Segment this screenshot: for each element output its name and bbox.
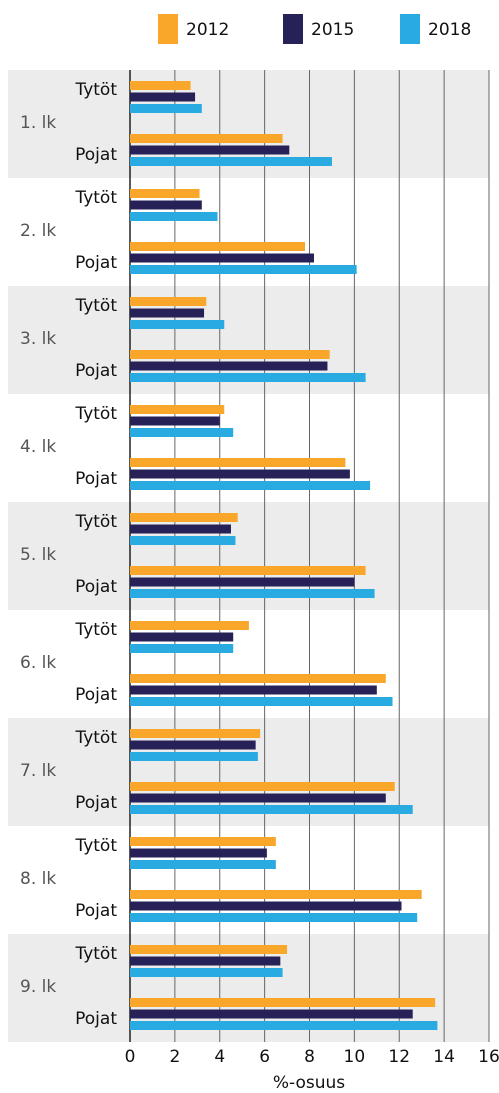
- bar: [130, 253, 314, 263]
- category-label: Tytöt: [74, 80, 117, 100]
- category-label: Pojat: [75, 145, 117, 165]
- bar: [130, 536, 236, 545]
- bar: [130, 212, 218, 221]
- bar: [130, 81, 191, 90]
- category-label: Tytöt: [74, 728, 117, 748]
- bar: [130, 350, 330, 359]
- bar: [130, 189, 200, 198]
- bar: [130, 956, 281, 966]
- category-label: Pojat: [75, 793, 117, 813]
- category-label: Pojat: [75, 1009, 117, 1029]
- x-tick-label: 6: [259, 1047, 270, 1067]
- bar: [130, 945, 288, 954]
- group-label: 8. lk: [20, 869, 56, 889]
- group-label: 1. lk: [20, 113, 56, 133]
- bar: [130, 1021, 438, 1030]
- bar: [130, 697, 393, 706]
- bar: [130, 157, 332, 166]
- bar: [130, 297, 207, 306]
- bar: [130, 890, 422, 899]
- bar: [130, 458, 346, 467]
- bar: [130, 481, 371, 490]
- group-label: 2. lk: [20, 221, 56, 241]
- bar: [130, 1009, 413, 1019]
- bar: [130, 265, 357, 274]
- bar: [130, 589, 375, 598]
- bar: [130, 373, 366, 382]
- legend-swatch: [283, 14, 303, 44]
- category-label: Tytöt: [74, 620, 117, 640]
- bar: [130, 361, 328, 371]
- x-tick-label: 12: [388, 1047, 410, 1067]
- bar: [130, 416, 220, 426]
- bar: [130, 644, 234, 653]
- x-tick-label: 14: [433, 1047, 455, 1067]
- bar: [130, 145, 290, 155]
- group-label: 6. lk: [20, 653, 56, 673]
- category-label: Pojat: [75, 901, 117, 921]
- bar: [130, 901, 402, 911]
- group-label: 4. lk: [20, 437, 56, 457]
- x-tick-label: 0: [125, 1047, 136, 1067]
- bar: [130, 428, 234, 437]
- bar: [130, 998, 436, 1007]
- group-label: 7. lk: [20, 761, 56, 781]
- category-label: Pojat: [75, 469, 117, 489]
- x-tick-label: 2: [169, 1047, 180, 1067]
- bar: [130, 621, 249, 630]
- category-label: Pojat: [75, 577, 117, 597]
- bar: [130, 752, 258, 761]
- group-label: 5. lk: [20, 545, 56, 565]
- bar: [130, 632, 234, 642]
- bar: [130, 685, 377, 695]
- bar: [130, 104, 202, 113]
- bar: [130, 577, 355, 587]
- category-label: Tytöt: [74, 404, 117, 424]
- category-label: Tytöt: [74, 296, 117, 316]
- x-tick-label: 4: [214, 1047, 225, 1067]
- bar: [130, 200, 202, 210]
- bar: [130, 92, 196, 102]
- group-label: 9. lk: [20, 977, 56, 997]
- legend-swatch: [158, 14, 178, 44]
- bar: [130, 513, 238, 522]
- category-label: Pojat: [75, 361, 117, 381]
- group-label: 3. lk: [20, 329, 56, 349]
- bar: [130, 837, 276, 846]
- category-label: Tytöt: [74, 944, 117, 964]
- bar: [130, 134, 283, 143]
- bar: [130, 242, 306, 251]
- bar: [130, 913, 418, 922]
- category-label: Pojat: [75, 253, 117, 273]
- bar: [130, 805, 413, 814]
- x-tick-label: 10: [344, 1047, 366, 1067]
- bar: [130, 793, 386, 803]
- legend-swatch: [400, 14, 420, 44]
- legend-label: 2015: [311, 20, 354, 40]
- bar: [130, 308, 205, 318]
- x-tick-label: 8: [304, 1047, 315, 1067]
- x-tick-label: 16: [478, 1047, 499, 1067]
- category-label: Tytöt: [74, 512, 117, 532]
- bar: [130, 469, 350, 479]
- category-label: Pojat: [75, 685, 117, 705]
- bar: [130, 674, 386, 683]
- bar: [130, 524, 231, 534]
- x-axis-label: %-osuus: [273, 1073, 345, 1093]
- legend-label: 2012: [186, 20, 229, 40]
- bar: [130, 405, 225, 414]
- bar: [130, 729, 261, 738]
- bar: [130, 566, 366, 575]
- category-label: Tytöt: [74, 188, 117, 208]
- legend-label: 2018: [428, 20, 471, 40]
- bar: [130, 968, 283, 977]
- bar: [130, 320, 225, 329]
- category-label: Tytöt: [74, 836, 117, 856]
- bar: [130, 860, 276, 869]
- bar: [130, 782, 395, 791]
- bar: [130, 848, 267, 858]
- bar: [130, 740, 256, 750]
